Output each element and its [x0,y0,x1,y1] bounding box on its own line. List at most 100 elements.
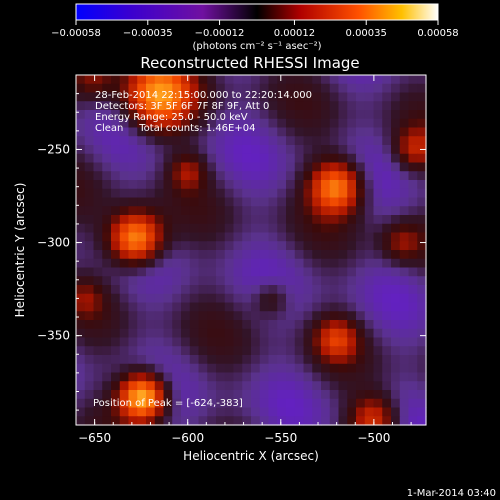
heatmap-pixel [303,136,313,146]
heatmap-pixel [294,285,305,295]
heatmap-pixel [277,407,287,417]
heatmap-pixel [268,381,278,391]
heatmap-pixel [102,416,112,426]
heatmap-pixel [102,118,112,129]
heatmap-pixel [76,75,86,85]
heatmap-pixel [347,293,357,304]
heatmap-pixel [347,118,357,129]
heatmap-pixel [233,215,243,225]
heatmap-pixel [189,416,200,426]
heatmap-pixel [93,232,103,242]
heatmap-pixel [102,398,112,409]
heatmap-pixel [347,416,357,426]
heatmap-pixel [233,162,243,172]
heatmap-pixel [391,92,401,102]
heatmap-pixel [268,346,278,356]
heatmap-pixel [163,162,173,172]
heatmap-pixel [259,162,270,172]
heatmap-pixel [198,250,208,260]
heatmap-pixel [207,171,217,181]
heatmap-pixel [329,215,340,225]
heatmap-pixel [154,206,165,216]
heatmap-pixel [146,188,156,199]
heatmap-pixel [329,276,340,286]
heatmap-pixel [163,416,173,426]
heatmap-pixel [172,118,182,129]
heatmap-pixel [76,328,86,339]
heatmap-pixel [189,83,200,94]
heatmap-pixel [338,267,348,277]
heatmap-pixel [294,162,305,172]
heatmap-pixel [312,328,322,339]
heatmap-pixel [93,110,103,120]
heatmap-pixel [399,127,410,137]
heatmap-pixel [119,355,130,365]
heatmap-pixel [154,223,165,234]
heatmap-pixel [408,92,418,102]
heatmap-pixel [189,381,200,391]
heatmap-pixel [119,75,130,85]
heatmap-pixel [189,215,200,225]
heatmap-pixel [277,267,287,277]
heatmap-pixel [224,276,235,286]
heatmap-pixel [356,215,366,225]
heatmap-pixel [198,110,208,120]
heatmap-pixel [224,398,235,409]
heatmap-pixel [102,363,112,374]
heatmap-pixel [216,153,226,164]
heatmap-pixel [128,355,138,365]
heatmap-pixel [321,180,331,190]
heatmap-pixel [382,390,392,400]
heatmap-pixel [233,337,243,347]
heatmap-pixel [373,320,383,330]
heatmap-pixel [347,241,357,251]
heatmap-pixel [198,92,208,102]
heatmap-pixel [312,92,322,102]
heatmap-pixel [93,250,103,260]
heatmap-pixel [189,346,200,356]
heatmap-pixel [84,180,95,190]
heatmap-pixel [277,188,287,199]
heatmap-pixel [146,363,156,374]
heatmap-pixel [224,311,235,321]
heatmap-pixel [321,276,331,286]
heatmap-pixel [399,258,410,269]
heatmap-pixel [356,302,366,312]
heatmap-pixel [181,320,191,330]
heatmap-pixel [198,416,208,426]
heatmap-pixel [154,390,165,400]
heatmap-pixel [303,145,313,155]
heatmap-pixel [207,285,217,295]
heatmap-pixel [259,416,270,426]
heatmap-pixel [111,320,121,330]
heatmap-pixel [382,188,392,199]
heatmap-pixel [391,180,401,190]
heatmap-pixel [251,416,261,426]
heatmap-pixel [233,241,243,251]
heatmap-pixel [76,346,86,356]
heatmap-pixel [207,188,217,199]
heatmap-pixel [137,188,147,199]
heatmap-pixel [137,83,147,94]
heatmap-pixel [172,390,182,400]
heatmap-pixel [321,328,331,339]
heatmap-pixel [181,363,191,374]
heatmap-pixel [181,285,191,295]
heatmap-pixel [189,118,200,129]
heatmap-pixel [233,416,243,426]
heatmap-pixel [76,293,86,304]
heatmap-pixel [286,197,296,207]
heatmap-pixel [303,398,313,409]
heatmap-pixel [251,145,261,155]
heatmap-pixel [137,153,147,164]
heatmap-pixel [84,293,95,304]
heatmap-pixel [84,302,95,312]
heatmap-pixel [146,311,156,321]
heatmap-pixel [154,118,165,129]
heatmap-pixel [338,75,348,85]
heatmap-pixel [102,390,112,400]
heatmap-pixel [321,267,331,277]
heatmap-pixel [102,407,112,417]
heatmap-pixel [163,171,173,181]
heatmap-pixel [399,136,410,146]
